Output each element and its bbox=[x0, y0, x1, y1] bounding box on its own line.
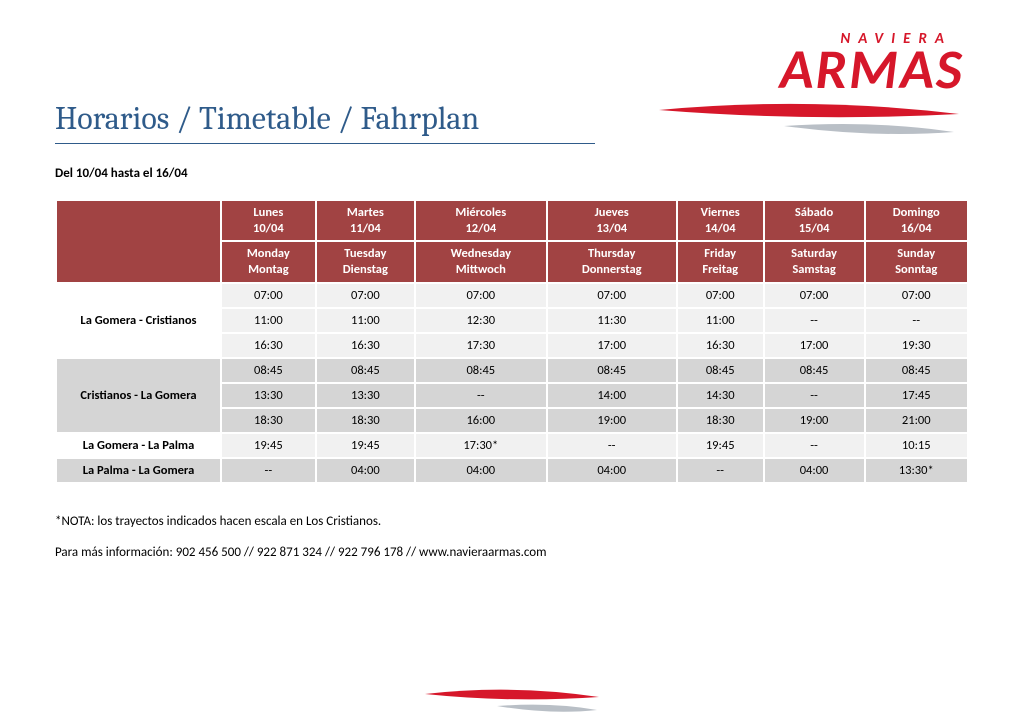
time-cell: 04:00 bbox=[764, 458, 865, 483]
footer-swoosh-icon bbox=[422, 688, 602, 716]
time-cell: 08:45 bbox=[677, 358, 764, 383]
table-row: La Gomera - La Palma19:4519:4517:30*--19… bbox=[56, 433, 968, 458]
time-cell: 11:00 bbox=[316, 308, 415, 333]
info-text: Para más información: 902 456 500 // 922… bbox=[55, 545, 969, 560]
time-cell: 19:30 bbox=[865, 333, 969, 358]
brand-logo: NAVIERA ARMAS bbox=[654, 30, 964, 143]
time-cell: -- bbox=[764, 433, 865, 458]
time-cell: 19:00 bbox=[764, 408, 865, 433]
route-label: La Palma - La Gomera bbox=[56, 458, 221, 483]
header-day-en-de: MondayMontag bbox=[221, 241, 316, 282]
time-cell: -- bbox=[764, 383, 865, 408]
header-day-en-de: TuesdayDienstag bbox=[316, 241, 415, 282]
time-cell: 13:30 bbox=[221, 383, 316, 408]
time-cell: 16:30 bbox=[677, 333, 764, 358]
time-cell: 14:00 bbox=[547, 383, 677, 408]
time-cell: 04:00 bbox=[547, 458, 677, 483]
header-day-en-de: WednesdayMittwoch bbox=[415, 241, 547, 282]
time-cell: 08:45 bbox=[547, 358, 677, 383]
time-cell: 08:45 bbox=[865, 358, 969, 383]
time-cell: -- bbox=[677, 458, 764, 483]
time-cell: -- bbox=[221, 458, 316, 483]
time-cell: 18:30 bbox=[316, 408, 415, 433]
time-cell: 16:30 bbox=[221, 333, 316, 358]
time-cell: 16:00 bbox=[415, 408, 547, 433]
header-day-en-de: SaturdaySamstag bbox=[764, 241, 865, 282]
time-cell: 12:30 bbox=[415, 308, 547, 333]
time-cell: 10:15 bbox=[865, 433, 969, 458]
time-cell: 17:45 bbox=[865, 383, 969, 408]
time-cell: 07:00 bbox=[221, 283, 316, 308]
time-cell: 17:30 bbox=[415, 333, 547, 358]
header-day-en-de: SundaySonntag bbox=[865, 241, 969, 282]
header-day-es: Domingo16/04 bbox=[865, 200, 969, 241]
time-cell: 04:00 bbox=[316, 458, 415, 483]
header-blank bbox=[56, 200, 221, 283]
time-cell: 21:00 bbox=[865, 408, 969, 433]
note-text: *NOTA: los trayectos indicados hacen esc… bbox=[55, 514, 969, 529]
time-cell: 11:00 bbox=[677, 308, 764, 333]
time-cell: 18:30 bbox=[677, 408, 764, 433]
route-label: La Gomera - Cristianos bbox=[56, 283, 221, 358]
table-row: La Palma - La Gomera--04:0004:0004:00--0… bbox=[56, 458, 968, 483]
time-cell: 13:30 bbox=[316, 383, 415, 408]
time-cell: 19:45 bbox=[221, 433, 316, 458]
time-cell: 14:30 bbox=[677, 383, 764, 408]
time-cell: 17:00 bbox=[764, 333, 865, 358]
brand-swoosh-icon bbox=[654, 102, 964, 138]
time-cell: 07:00 bbox=[677, 283, 764, 308]
time-cell: 07:00 bbox=[764, 283, 865, 308]
header-day-es: Sábado15/04 bbox=[764, 200, 865, 241]
time-cell: 08:45 bbox=[415, 358, 547, 383]
timetable-header: Lunes10/04Martes11/04Miércoles12/04Jueve… bbox=[56, 200, 968, 283]
timetable: Lunes10/04Martes11/04Miércoles12/04Jueve… bbox=[55, 199, 969, 484]
time-cell: 19:45 bbox=[316, 433, 415, 458]
time-cell: 08:45 bbox=[764, 358, 865, 383]
time-cell: 18:30 bbox=[221, 408, 316, 433]
header-day-es: Martes11/04 bbox=[316, 200, 415, 241]
time-cell: 16:30 bbox=[316, 333, 415, 358]
time-cell: -- bbox=[764, 308, 865, 333]
time-cell: 13:30* bbox=[865, 458, 969, 483]
time-cell: -- bbox=[415, 383, 547, 408]
time-cell: 07:00 bbox=[316, 283, 415, 308]
time-cell: 11:30 bbox=[547, 308, 677, 333]
date-range: Del 10/04 hasta el 16/04 bbox=[55, 166, 969, 181]
time-cell: 17:30* bbox=[415, 433, 547, 458]
header-day-es: Miércoles12/04 bbox=[415, 200, 547, 241]
table-row: Cristianos - La Gomera08:4508:4508:4508:… bbox=[56, 358, 968, 383]
time-cell: 19:00 bbox=[547, 408, 677, 433]
time-cell: -- bbox=[865, 308, 969, 333]
time-cell: 04:00 bbox=[415, 458, 547, 483]
header-day-en-de: FridayFreitag bbox=[677, 241, 764, 282]
page-title-wrap: Horarios / Timetable / Fahrplan bbox=[55, 100, 595, 144]
time-cell: 07:00 bbox=[865, 283, 969, 308]
time-cell: 07:00 bbox=[415, 283, 547, 308]
brand-main-text: ARMAS bbox=[654, 42, 964, 98]
header-day-en-de: ThursdayDonnerstag bbox=[547, 241, 677, 282]
time-cell: 11:00 bbox=[221, 308, 316, 333]
time-cell: 07:00 bbox=[547, 283, 677, 308]
time-cell: 08:45 bbox=[316, 358, 415, 383]
route-label: Cristianos - La Gomera bbox=[56, 358, 221, 433]
time-cell: 17:00 bbox=[547, 333, 677, 358]
time-cell: 08:45 bbox=[221, 358, 316, 383]
table-row: La Gomera - Cristianos07:0007:0007:0007:… bbox=[56, 283, 968, 308]
time-cell: -- bbox=[547, 433, 677, 458]
header-day-es: Viernes14/04 bbox=[677, 200, 764, 241]
header-day-es: Jueves13/04 bbox=[547, 200, 677, 241]
page-title: Horarios / Timetable / Fahrplan bbox=[55, 100, 595, 137]
header-day-es: Lunes10/04 bbox=[221, 200, 316, 241]
route-label: La Gomera - La Palma bbox=[56, 433, 221, 458]
timetable-body: La Gomera - Cristianos07:0007:0007:0007:… bbox=[56, 283, 968, 483]
time-cell: 19:45 bbox=[677, 433, 764, 458]
